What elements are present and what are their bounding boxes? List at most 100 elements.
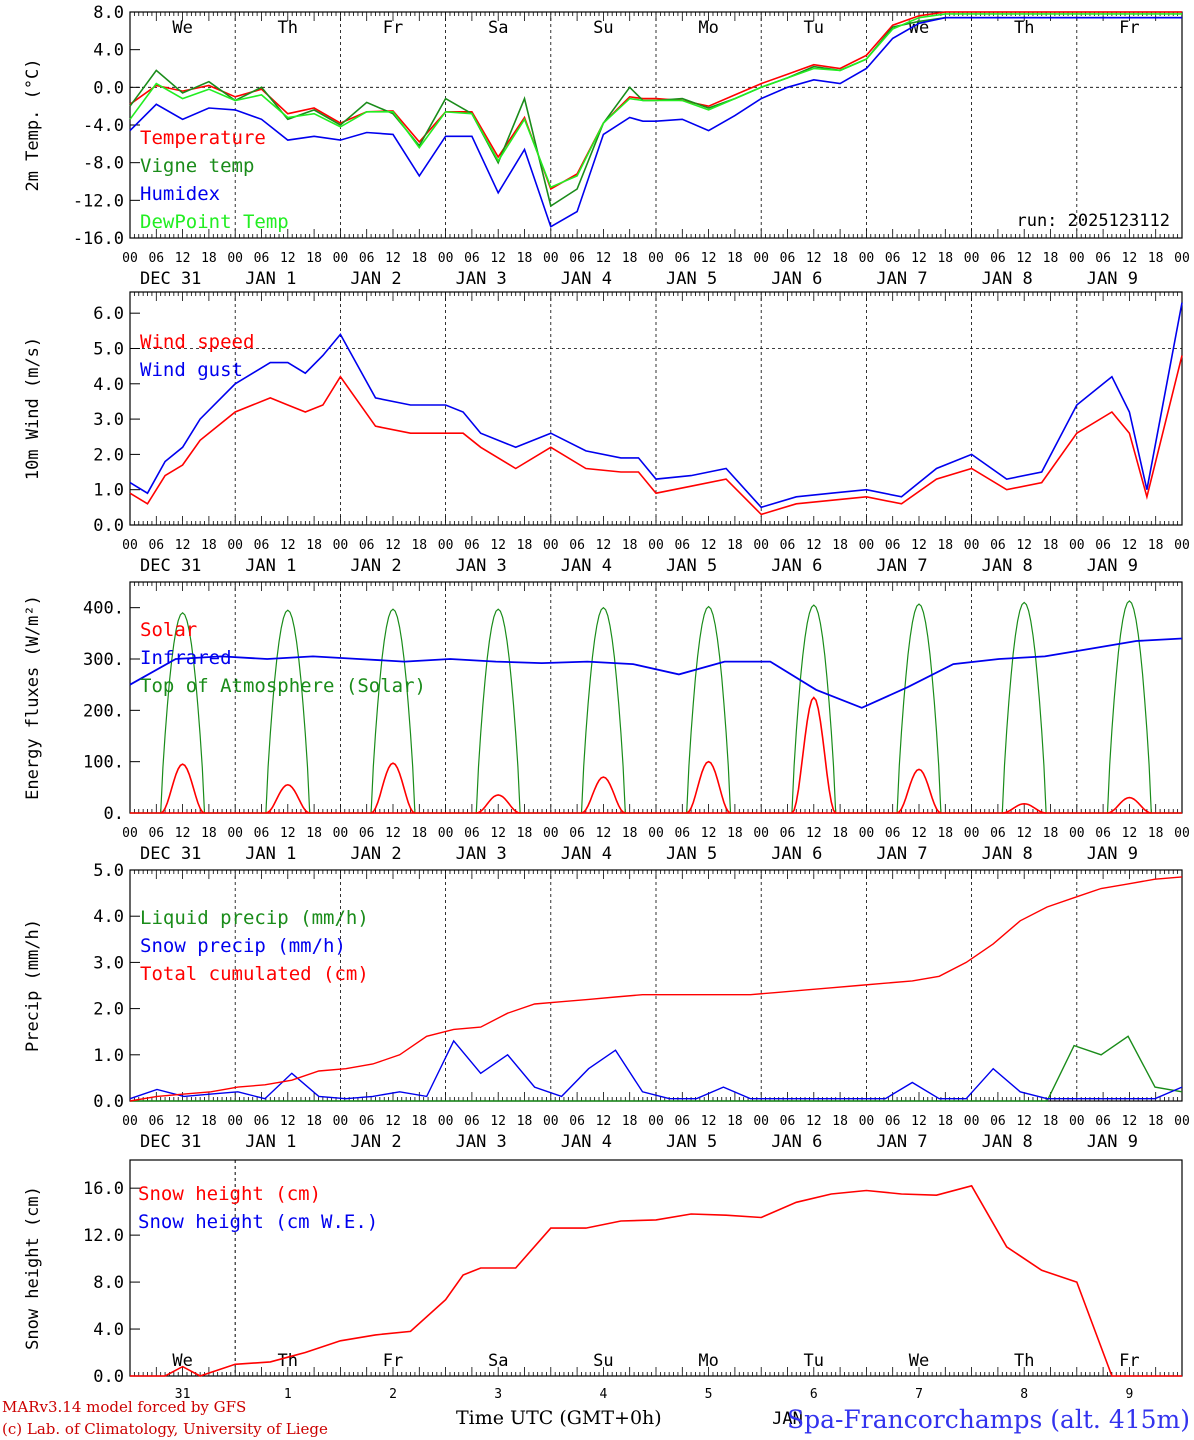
- hour-label: 00: [753, 538, 769, 553]
- hour-label: 00: [1174, 1114, 1190, 1129]
- date-label: DEC 31: [140, 269, 201, 289]
- toa-day-5: [550, 606, 656, 814]
- legend-entry: Infrared: [140, 647, 232, 669]
- hour-label: 12: [701, 251, 717, 266]
- y-tick-label: 0.0: [93, 78, 124, 98]
- date-label: JAN 2: [350, 1132, 401, 1152]
- date-label: JAN 6: [771, 844, 822, 864]
- y-tick-label: 4.0: [93, 375, 124, 395]
- day-name: Tu: [804, 1351, 824, 1371]
- hour-label: 18: [832, 251, 848, 266]
- hour-label: 06: [569, 1114, 585, 1129]
- hour-label: 18: [517, 251, 533, 266]
- hour-label: 00: [964, 251, 980, 266]
- hour-label: 12: [596, 251, 612, 266]
- hour-label: 12: [175, 1114, 191, 1129]
- y-tick-label: 0.0: [93, 1367, 124, 1387]
- day-number: 7: [915, 1387, 923, 1402]
- day-name: Th: [1014, 1351, 1034, 1371]
- hour-label: 12: [806, 251, 822, 266]
- date-label: JAN 1: [245, 1132, 296, 1152]
- day-name: Sa: [488, 18, 508, 38]
- hour-label: 18: [832, 826, 848, 841]
- date-label: DEC 31: [140, 844, 201, 864]
- date-label: JAN 8: [982, 269, 1033, 289]
- y-tick-label: 4.0: [93, 907, 124, 927]
- day-name: We: [909, 1351, 929, 1371]
- legend-entry: DewPoint Temp: [140, 211, 289, 233]
- hour-label: 12: [701, 1114, 717, 1129]
- series-wind-gust: [129, 302, 1183, 509]
- series-snow-height: [130, 1184, 1182, 1377]
- toa-day-9: [971, 601, 1077, 814]
- y-tick-label: 2.0: [93, 445, 124, 465]
- hour-label: 12: [911, 538, 927, 553]
- hour-label: 00: [227, 1114, 243, 1129]
- day-number: 4: [599, 1387, 607, 1402]
- y-tick-label: -16.0: [73, 229, 124, 249]
- hour-label: 06: [990, 538, 1006, 553]
- y-tick-label: 6.0: [93, 304, 124, 324]
- y-tick-label: 400.: [83, 599, 124, 619]
- date-label: JAN 8: [982, 844, 1033, 864]
- solar-day-6: [686, 760, 731, 814]
- hour-label: 06: [1095, 826, 1111, 841]
- hour-label: 12: [280, 826, 296, 841]
- date-label: JAN 6: [771, 556, 822, 576]
- hour-label: 18: [727, 826, 743, 841]
- toa-day-8: [866, 603, 972, 814]
- hour-label: 06: [780, 251, 796, 266]
- hour-label: 06: [885, 1114, 901, 1129]
- hour-label: 00: [227, 826, 243, 841]
- hour-label: 00: [438, 1114, 454, 1129]
- hour-label: 06: [885, 251, 901, 266]
- hour-label: 12: [385, 1114, 401, 1129]
- hour-label: 18: [832, 538, 848, 553]
- date-label: JAN 2: [350, 556, 401, 576]
- hour-label: 18: [517, 826, 533, 841]
- hour-label: 06: [464, 1114, 480, 1129]
- hour-label: 06: [464, 538, 480, 553]
- y-tick-label: 5.0: [93, 861, 124, 881]
- hour-label: 18: [411, 826, 427, 841]
- hour-label: 12: [596, 1114, 612, 1129]
- day-name: Sa: [488, 1351, 508, 1371]
- hour-label: 12: [1122, 251, 1138, 266]
- hour-label: 00: [964, 826, 980, 841]
- series-vigne-temp: [129, 16, 1182, 208]
- y-tick-label: -12.0: [73, 191, 124, 211]
- hour-label: 06: [254, 1114, 270, 1129]
- hour-label: 06: [359, 251, 375, 266]
- date-label: JAN 1: [245, 269, 296, 289]
- date-label: JAN 5: [666, 1132, 717, 1152]
- hour-label: 12: [701, 826, 717, 841]
- y-tick-label: 3.0: [93, 953, 124, 973]
- hour-label: 18: [727, 251, 743, 266]
- hour-label: 12: [1122, 826, 1138, 841]
- hour-label: 00: [438, 251, 454, 266]
- panel-3: 400. 300. 200. 100. 0. Energy fluxes (W/m²) 00…: [23, 581, 1190, 864]
- date-label: JAN 7: [876, 269, 927, 289]
- hour-label: 12: [385, 538, 401, 553]
- date-label: JAN 9: [1087, 844, 1138, 864]
- hour-label: 06: [148, 251, 164, 266]
- hour-label: 00: [438, 826, 454, 841]
- date-label: JAN 9: [1087, 269, 1138, 289]
- date-label: JAN 1: [245, 844, 296, 864]
- hour-label: 18: [1043, 538, 1059, 553]
- legend-entry: Total cumulated (cm): [140, 963, 369, 985]
- y-tick-label: 4.0: [93, 1320, 124, 1340]
- hour-label: 18: [306, 538, 322, 553]
- hour-label: 06: [464, 826, 480, 841]
- hour-label: 18: [937, 538, 953, 553]
- hour-label: 18: [622, 538, 638, 553]
- series-temperature: [129, 11, 1182, 191]
- hour-label: 18: [1148, 826, 1164, 841]
- hour-label: 12: [911, 826, 927, 841]
- hour-label: 18: [622, 1114, 638, 1129]
- legend-entry: Humidex: [140, 183, 220, 205]
- hour-label: 00: [227, 538, 243, 553]
- hour-label: 06: [359, 538, 375, 553]
- hour-label: 00: [859, 1114, 875, 1129]
- hour-label: 12: [490, 251, 506, 266]
